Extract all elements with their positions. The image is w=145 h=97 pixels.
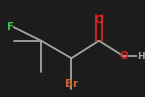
Text: O: O: [95, 15, 103, 25]
Text: F: F: [7, 22, 14, 32]
Text: O: O: [119, 51, 128, 61]
Text: Br: Br: [65, 79, 78, 89]
Text: H: H: [137, 52, 145, 61]
